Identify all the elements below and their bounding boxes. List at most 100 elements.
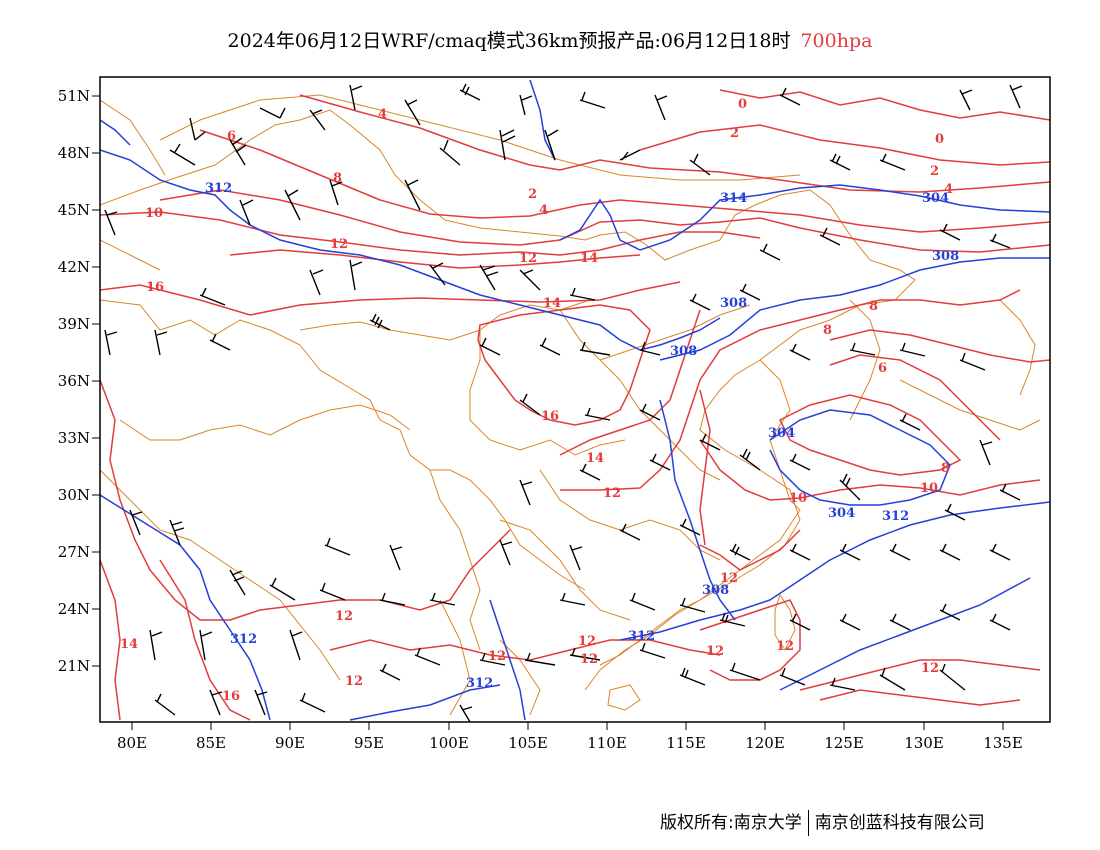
wind-barb xyxy=(939,543,961,561)
wind-barb xyxy=(429,592,456,606)
wind-barb xyxy=(309,109,326,131)
wind-barb xyxy=(229,569,246,596)
wind-barb xyxy=(499,539,513,566)
wind-barb xyxy=(329,179,343,206)
wind-barb xyxy=(944,503,966,521)
lat-tick-label: 33N xyxy=(58,429,90,447)
wind-barb xyxy=(254,689,268,716)
taiwan xyxy=(774,593,796,651)
temp-contour-0 xyxy=(719,89,1050,121)
temp-label: 10 xyxy=(145,206,163,221)
wind-barb xyxy=(979,439,993,466)
lon-tick-label: 120E xyxy=(745,734,785,752)
temp-label: 12 xyxy=(335,609,353,624)
lat-tick-label: 39N xyxy=(58,315,90,333)
wind-barb xyxy=(299,692,326,713)
temp-contour-12h xyxy=(819,689,1021,706)
wind-barb xyxy=(829,153,851,171)
wind-barb xyxy=(569,544,583,571)
wind-barb xyxy=(429,262,446,286)
temp-label: 10 xyxy=(920,481,938,496)
geo-contour-topleft xyxy=(100,119,131,146)
temp-label: 8 xyxy=(941,461,950,476)
japan xyxy=(899,379,1041,431)
india xyxy=(100,469,341,681)
wind-barb xyxy=(889,613,911,631)
wind-barb xyxy=(989,233,1011,249)
wind-barb xyxy=(479,264,499,291)
temp-label: 2 xyxy=(930,164,939,179)
wind-barb xyxy=(939,663,966,691)
temp-label: 12 xyxy=(720,571,738,586)
wind-barb xyxy=(729,662,761,681)
wind-barb xyxy=(819,227,841,246)
lon-tick-label: 125E xyxy=(824,734,864,752)
geo-label: 312 xyxy=(628,629,655,644)
geo-label: 304 xyxy=(768,426,795,441)
wind-barb xyxy=(879,667,906,691)
wind-barb xyxy=(1009,84,1023,109)
geo-label: 314 xyxy=(720,191,747,206)
lon-tick-label: 105E xyxy=(508,734,548,752)
geo-label: 312 xyxy=(230,632,257,647)
temp-contour-16c xyxy=(159,559,251,721)
temp-label: 14 xyxy=(580,251,598,266)
wind-barb xyxy=(239,199,254,226)
lon-tick-label: 80E xyxy=(117,734,147,752)
lat-axis xyxy=(92,95,100,667)
wind-barbs xyxy=(104,83,1023,722)
boundaries-layer xyxy=(100,94,1041,716)
temp-contour-12g xyxy=(699,529,801,571)
lon-tick-labels: 80E 85E 90E 95E 100E 105E 110E 115E 120E… xyxy=(117,734,1023,752)
china-west-border xyxy=(100,299,586,591)
wind-barb xyxy=(154,329,168,356)
wind-barb xyxy=(649,453,671,471)
lon-tick-label: 90E xyxy=(275,734,305,752)
wind-barb xyxy=(459,83,481,101)
wind-barb xyxy=(259,107,286,119)
wind-barb xyxy=(619,523,641,541)
temp-label: 0 xyxy=(738,97,747,112)
map-frame xyxy=(99,76,1051,723)
lat-tick-labels: 51N 48N 45N 42N 39N 36N 33N 30N 27N 24N … xyxy=(58,87,90,675)
wind-barb xyxy=(719,612,746,627)
wind-barb xyxy=(349,259,363,291)
wind-barb xyxy=(569,287,596,301)
temp-contour-14c xyxy=(699,389,711,546)
geo-contour-top xyxy=(529,79,556,161)
temp-label: 4 xyxy=(539,203,548,218)
wind-barb xyxy=(739,283,761,301)
temp-contour-12f xyxy=(799,659,1041,691)
title-level: 700hpa xyxy=(800,30,873,52)
temp-label: 12 xyxy=(578,634,596,649)
wind-barb xyxy=(579,91,606,109)
wind-barb xyxy=(199,629,213,661)
temp-contour-10 xyxy=(100,211,761,256)
wind-barb xyxy=(679,667,706,686)
coastline-1 xyxy=(599,359,801,666)
geo-contour-312a xyxy=(100,149,721,351)
temp-label: 16 xyxy=(541,409,559,424)
temp-label: 6 xyxy=(878,361,887,376)
wind-barb xyxy=(404,179,421,211)
wind-barb xyxy=(209,333,231,351)
geo-label: 308 xyxy=(720,296,747,311)
wind-barb xyxy=(439,139,461,166)
mongolia xyxy=(159,94,801,181)
temp-label: 6 xyxy=(227,129,236,144)
wind-barb xyxy=(759,243,781,261)
temp-contour-8b xyxy=(778,394,962,476)
temp-label: 2 xyxy=(730,126,739,141)
temp-label: 12 xyxy=(488,649,506,664)
wind-barb xyxy=(654,94,668,121)
wind-barb xyxy=(689,153,711,176)
wind-barb xyxy=(349,84,363,111)
wind-barb xyxy=(679,518,701,536)
temp-label: 4 xyxy=(378,107,387,122)
temp-label: 14 xyxy=(120,637,138,652)
geo-label: 308 xyxy=(702,583,729,598)
temp-contour-4 xyxy=(299,94,1050,193)
wind-barb xyxy=(939,603,961,621)
copyright-right: 南京创蓝科技有限公司 xyxy=(814,813,985,833)
temp-label: 14 xyxy=(586,451,604,466)
